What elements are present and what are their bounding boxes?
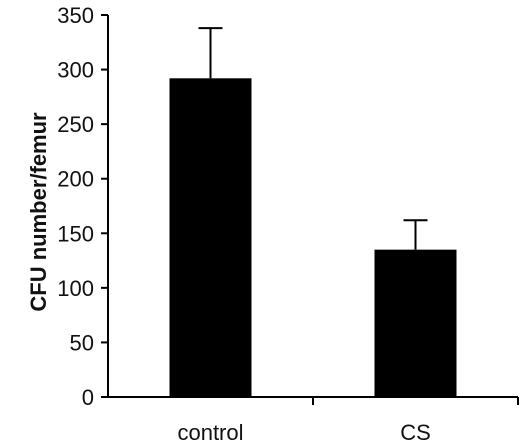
x-category-label: CS — [400, 420, 431, 445]
y-tick-label: 150 — [57, 221, 94, 246]
y-tick-label: 250 — [57, 112, 94, 137]
y-tick-label: 100 — [57, 276, 94, 301]
y-tick-label: 300 — [57, 58, 94, 83]
bars — [169, 78, 457, 397]
bar — [169, 78, 252, 397]
error-bars — [198, 27, 428, 250]
y-ticks: 0 50 100 150 200 250 300 350 — [57, 3, 108, 410]
y-tick-label: 200 — [57, 167, 94, 192]
y-tick-label: 50 — [70, 330, 94, 355]
x-category-label: control — [177, 420, 243, 445]
bar — [374, 249, 457, 397]
y-axis-title: CFU number/femur — [26, 112, 51, 312]
y-tick-label: 0 — [82, 385, 94, 410]
x-categories: control CS — [177, 420, 430, 445]
y-tick-label: 350 — [57, 3, 94, 28]
